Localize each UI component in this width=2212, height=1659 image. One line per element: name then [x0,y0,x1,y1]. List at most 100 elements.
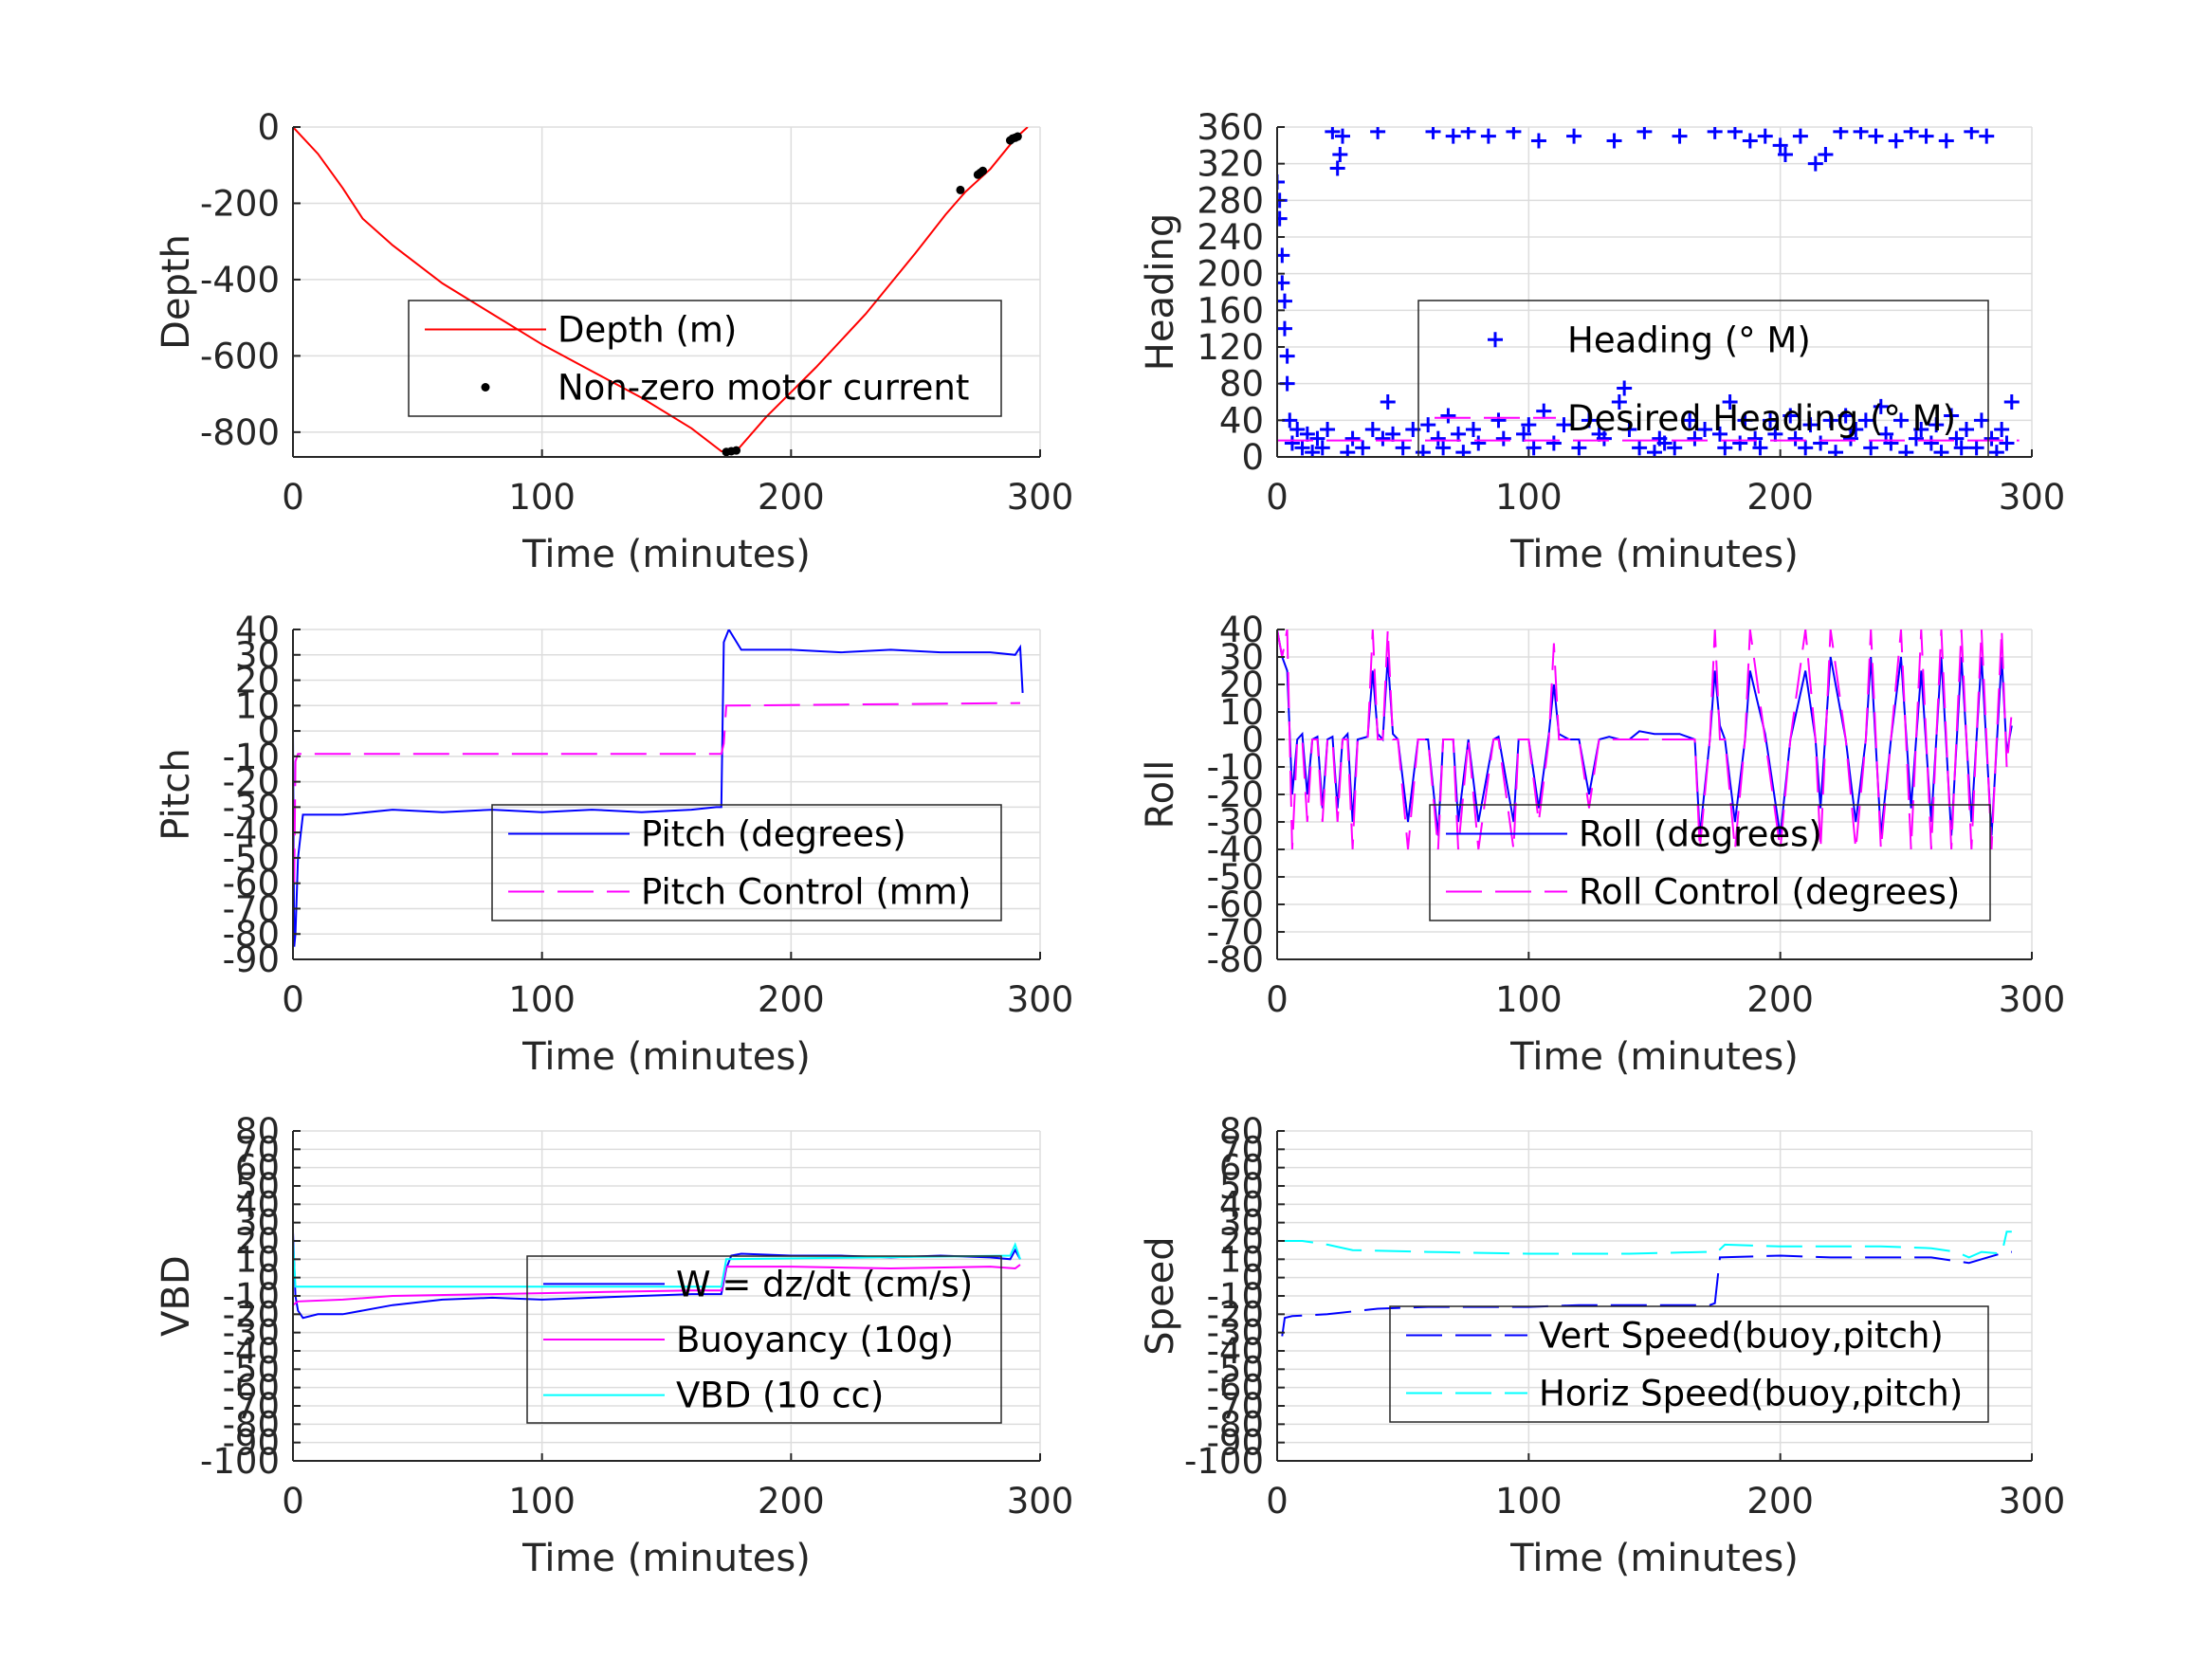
series-point [1566,128,1582,144]
y-tick-label: -30 [223,787,280,828]
series-point [1465,422,1481,437]
y-tick-label: 0 [257,107,280,148]
x-tick-label: 300 [1007,979,1074,1020]
x-axis-label: Time (minutes) [521,1035,811,1079]
series-point [1506,127,1522,139]
y-tick-label: -30 [1207,1313,1264,1354]
y-tick-label: -60 [1207,884,1264,925]
y-tick-label: 10 [235,1239,280,1280]
chart-panel-6: 0 100 200 30080706050403020100-10-20-30-40-… [1139,1111,2065,1580]
series-point [1495,430,1511,447]
legend-label: Heading (° M) [1567,319,1811,360]
y-tick-label: -80 [1207,939,1264,980]
x-tick-label: 100 [508,979,576,1020]
series-line [293,127,1029,452]
legend-label: Roll Control (degrees) [1579,872,1960,913]
series-point [1802,417,1819,433]
y-tick-label: 20 [235,1221,280,1262]
series-point [1682,412,1698,428]
series-point [1893,412,1910,428]
y-tick-label: 60 [1219,1148,1264,1189]
series-point [1918,128,1934,144]
y-tick-label: -800 [200,412,280,453]
series-point [1964,127,1980,139]
plot-area [293,629,1040,959]
chart-panel-5: 0 100 200 30080706050403020100-10-20-30-40-… [155,1111,1073,1580]
series-point [1277,247,1290,264]
y-tick-label: 70 [1219,1129,1264,1170]
series-point [1667,440,1683,456]
chart-panel-3: 0 100 200 300403020100-10-20-30-40-50-60-70… [155,610,1073,1079]
x-tick-label: 0 [282,477,304,518]
series-point [1913,422,1929,437]
legend-box [1389,1305,1989,1423]
series-point [1516,426,1532,442]
series-point [1596,430,1612,447]
series-point [1329,160,1345,176]
series-point [1687,430,1703,447]
series-point [732,446,741,455]
legend-label: Pitch (degrees) [641,814,906,855]
y-tick-label: 0 [257,711,280,752]
y-tick-label: 30 [1219,637,1264,678]
series-line [1277,629,2013,850]
series-point [1581,412,1598,428]
series-point [1471,435,1487,451]
legend: Heading (° M) Desired Heading (° M) [1417,300,1989,458]
y-tick-label: -80 [223,1404,280,1445]
series-point [1611,394,1627,410]
legend-label: Vert Speed(buoy,pitch) [1539,1316,1944,1357]
y-tick-label: 40 [235,1184,280,1225]
series-point [1556,417,1572,433]
y-tick-label: 20 [235,661,280,702]
legend: Depth (m) Non-zero motor current [408,300,1002,417]
y-tick-label: 60 [235,1148,280,1189]
series-point [1536,403,1552,419]
y-tick-label: -50 [1207,1349,1264,1390]
y-axis-label: Depth [155,234,198,350]
series-point [1451,426,1467,442]
legend-box [408,300,1002,417]
y-tick-label: -90 [1207,1423,1264,1464]
series-point [1571,440,1587,456]
series-point [1853,127,1869,139]
series-line [293,629,1024,947]
y-tick-label: 30 [1219,1203,1264,1244]
series-point [1320,422,1336,437]
y-tick-label: 40 [1219,610,1264,650]
series-point [1727,127,1743,139]
series-point [1767,426,1783,442]
series-point [1370,127,1386,139]
legend-swatch [1488,332,1503,348]
y-axis-label: Roll [1139,760,1182,830]
series-point [1807,155,1823,172]
x-tick-label: 200 [1746,979,1814,1020]
legend-label: Buoyancy (10g) [676,1320,954,1360]
y-tick-label: 40 [1219,1184,1264,1225]
series-point [1460,127,1476,139]
series-point [1973,412,1989,428]
series-point [1380,394,1396,410]
y-tick-label: 80 [1219,1111,1264,1152]
series-point [1842,430,1858,447]
y-tick-label: -70 [223,1386,280,1427]
x-tick-label: 100 [508,1481,576,1522]
x-tick-label: 300 [1999,979,2066,1020]
series-point [1717,440,1733,456]
series-point [1277,293,1292,309]
y-tick-label: -20 [1207,1294,1264,1335]
series-point [1697,422,1713,437]
series-point [1994,422,2010,437]
y-tick-label: 80 [1219,364,1264,405]
x-tick-label: 200 [758,979,825,1020]
y-tick-label: -30 [1207,802,1264,843]
y-tick-label: -20 [223,1294,280,1335]
legend-label: Pitch Control (mm) [641,872,971,913]
legend-box [526,1255,1002,1424]
series-point [1013,132,1022,141]
x-axis-label: Time (minutes) [521,1537,811,1580]
series-point [1822,412,1838,428]
series-point [1833,127,1849,139]
series-point [1857,412,1874,428]
